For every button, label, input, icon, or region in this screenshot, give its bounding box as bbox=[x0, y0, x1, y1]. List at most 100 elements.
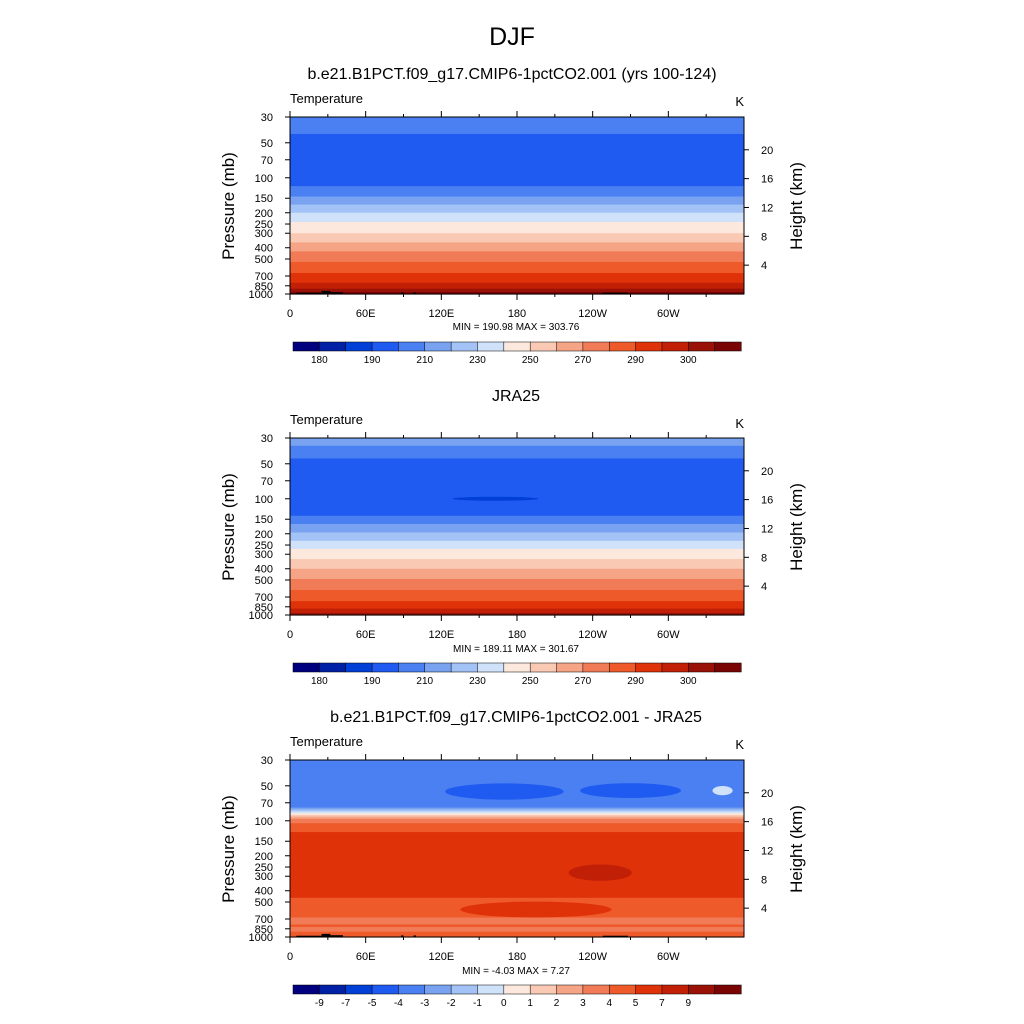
colorbar-swatch bbox=[556, 341, 584, 352]
colorbar-swatch bbox=[582, 341, 610, 352]
colorbar-swatch bbox=[371, 341, 399, 352]
contour-band bbox=[290, 204, 744, 214]
colorbar: 180 190 210 230 250 270 290 300 bbox=[292, 662, 742, 687]
contour-band bbox=[290, 926, 744, 933]
contour-band bbox=[290, 568, 744, 580]
y-axis-label: Pressure (mb) bbox=[219, 795, 238, 903]
colorbar-swatch bbox=[714, 662, 742, 673]
topography-mask bbox=[602, 935, 628, 937]
contour-band bbox=[290, 233, 744, 244]
colorbar-label: -9 bbox=[315, 998, 324, 1009]
y-tick-label: 100 bbox=[255, 816, 273, 828]
y-tick-label: 250 bbox=[255, 219, 273, 231]
colorbar: 180 190 210 230 250 270 290 300 bbox=[292, 341, 742, 366]
colorbar-label: 180 bbox=[311, 676, 328, 687]
colorbar-label: 210 bbox=[416, 676, 433, 687]
contour-band bbox=[290, 261, 744, 274]
colorbar-swatch bbox=[424, 662, 452, 673]
x-tick-label: 60W bbox=[657, 629, 680, 641]
y-tick-label: 250 bbox=[255, 862, 273, 874]
colorbar-swatch bbox=[424, 984, 452, 995]
colorbar-label: 270 bbox=[575, 676, 592, 687]
y-tick-label: 70 bbox=[261, 476, 273, 488]
colorbar-label: 250 bbox=[522, 355, 539, 366]
contour-band bbox=[290, 186, 744, 198]
x-tick-label: 120E bbox=[428, 629, 454, 641]
contour-band bbox=[290, 814, 744, 818]
colorbar-swatch bbox=[529, 662, 558, 673]
colorbar-swatch bbox=[450, 662, 479, 673]
colorbar-swatch bbox=[661, 662, 689, 673]
contour-band bbox=[290, 291, 744, 295]
field-label: Temperature bbox=[290, 412, 363, 427]
colorbar-swatch bbox=[529, 341, 558, 352]
y-tick-label: 50 bbox=[261, 138, 273, 150]
height-tick-label: 8 bbox=[761, 231, 767, 243]
contour-band bbox=[290, 832, 744, 899]
y-axis-right-label: Height (km) bbox=[787, 805, 806, 893]
contour-band bbox=[290, 924, 744, 928]
y-tick-label: 400 bbox=[255, 243, 273, 255]
units-label: K bbox=[735, 416, 744, 431]
x-tick-label: 60E bbox=[356, 951, 376, 963]
y-tick-label: 850 bbox=[255, 281, 273, 293]
y-tick-label: 400 bbox=[255, 886, 273, 898]
contour-band bbox=[290, 807, 744, 811]
x-tick-label: 180 bbox=[508, 951, 526, 963]
y-axis-right-label: Height (km) bbox=[787, 162, 806, 250]
colorbar-swatch bbox=[477, 341, 505, 352]
topography-mask bbox=[321, 933, 331, 937]
colorbar-swatch bbox=[398, 341, 426, 352]
y-tick-label: 500 bbox=[255, 897, 273, 909]
colorbar-label: -1 bbox=[473, 998, 482, 1009]
colorbar-swatch bbox=[319, 662, 347, 673]
contour-band bbox=[290, 612, 744, 616]
colorbar-label: 3 bbox=[580, 998, 586, 1009]
colorbar-label: 300 bbox=[680, 676, 697, 687]
panel-reanalysis: JRA25 Temperature K 0 60E 120E 180 120W 60W 30… bbox=[219, 388, 806, 687]
x-tick-label: 60W bbox=[657, 308, 680, 320]
height-tick-label: 20 bbox=[761, 466, 773, 478]
height-tick-label: 8 bbox=[761, 874, 767, 886]
y-tick-label: 1000 bbox=[249, 289, 273, 301]
y-tick-label: 850 bbox=[255, 924, 273, 936]
y-tick-label: 400 bbox=[255, 564, 273, 576]
height-tick-label: 4 bbox=[761, 903, 767, 915]
y-tick-label: 500 bbox=[255, 575, 273, 587]
panel-title: b.e21.B1PCT.f09_g17.CMIP6-1pctCO2.001 - … bbox=[330, 709, 702, 726]
x-tick-label: 120W bbox=[578, 951, 607, 963]
y-tick-label: 1000 bbox=[249, 932, 273, 944]
x-tick-label: 0 bbox=[287, 951, 293, 963]
contour-band bbox=[290, 288, 744, 293]
topography-mask bbox=[296, 292, 322, 294]
contour-feature bbox=[580, 783, 681, 798]
x-tick-label: 0 bbox=[287, 629, 293, 641]
colorbar-swatch bbox=[424, 341, 452, 352]
contour-band bbox=[290, 823, 744, 833]
y-axis-right-label: Height (km) bbox=[787, 483, 806, 571]
x-tick-label: 60E bbox=[356, 629, 376, 641]
height-tick-label: 8 bbox=[761, 552, 767, 564]
topography-mask bbox=[321, 290, 331, 294]
contour-band bbox=[290, 578, 744, 591]
topography-mask bbox=[330, 292, 343, 294]
colorbar-swatch bbox=[371, 662, 399, 673]
y-tick-label: 70 bbox=[261, 798, 273, 810]
min-max-stats: MIN = 189.11 MAX = 301.67 bbox=[453, 644, 579, 655]
panel-difference: b.e21.B1PCT.f09_g17.CMIP6-1pctCO2.001 - … bbox=[219, 709, 806, 1009]
colorbar-label: 210 bbox=[416, 355, 433, 366]
contour-feature bbox=[452, 496, 539, 501]
contour-band bbox=[290, 590, 744, 602]
colorbar-swatch bbox=[714, 341, 742, 352]
contour-band bbox=[290, 809, 744, 812]
height-tick-label: 12 bbox=[761, 845, 773, 857]
min-max-stats: MIN = -4.03 MAX = 7.27 bbox=[462, 966, 570, 977]
x-tick-label: 180 bbox=[508, 308, 526, 320]
colorbar-swatch bbox=[503, 984, 531, 995]
contour-feature bbox=[568, 864, 632, 881]
x-tick-label: 120W bbox=[578, 308, 607, 320]
colorbar-swatch bbox=[688, 662, 716, 673]
colorbar-swatch bbox=[714, 984, 742, 995]
